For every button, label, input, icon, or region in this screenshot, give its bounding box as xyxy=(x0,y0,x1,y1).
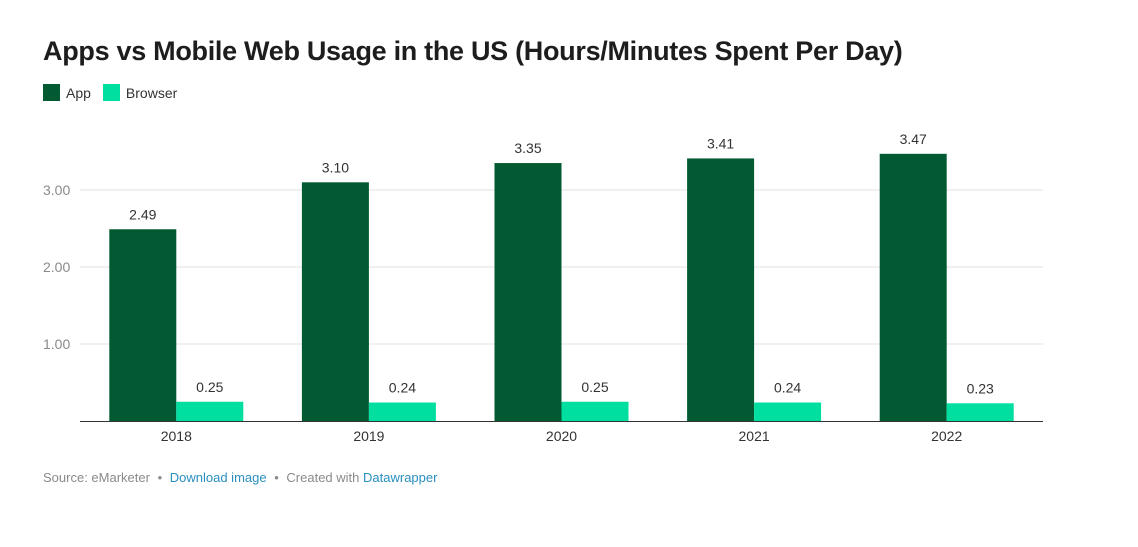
bar-browser xyxy=(561,401,629,421)
x-axis: 2018 2019 2020 2021 2022 xyxy=(80,421,1043,444)
data-label: 0.23 xyxy=(967,380,994,396)
legend-swatch-app xyxy=(43,84,60,101)
bar-browser xyxy=(368,402,436,421)
legend-label-browser: Browser xyxy=(125,84,178,101)
y-tick-label: 3.00 xyxy=(43,182,70,198)
download-image-link[interactable]: Download image xyxy=(169,470,267,485)
legend-swatch-browser xyxy=(102,84,120,101)
legend-item-app: App xyxy=(43,84,91,101)
bar-browser xyxy=(946,403,1014,421)
chart-title: Apps vs Mobile Web Usage in the US (Hour… xyxy=(43,36,903,66)
data-label: 0.25 xyxy=(196,379,223,395)
legend-item-browser: Browser xyxy=(102,84,178,101)
data-label: 0.24 xyxy=(389,380,416,396)
separator: • xyxy=(157,470,163,485)
data-label: 2.49 xyxy=(129,206,156,222)
datawrapper-link[interactable]: Datawrapper xyxy=(363,470,438,485)
x-tick-label: 2019 xyxy=(353,428,384,444)
bar-app xyxy=(301,182,369,421)
y-tick-label: 1.00 xyxy=(43,336,70,352)
bar-app xyxy=(494,163,562,422)
x-tick-label: 2018 xyxy=(161,428,192,444)
data-label: 3.10 xyxy=(322,159,349,175)
data-label: 3.35 xyxy=(514,140,541,156)
separator: • xyxy=(274,470,279,485)
bars xyxy=(109,153,1014,422)
x-tick-label: 2020 xyxy=(546,428,577,444)
y-tick-label: 2.00 xyxy=(43,259,70,275)
data-label: 0.24 xyxy=(774,380,801,396)
bar-browser xyxy=(176,401,244,421)
bar-browser xyxy=(754,402,822,421)
created-with-text: Created with xyxy=(286,470,360,485)
source-text: Source: eMarketer xyxy=(43,470,150,485)
data-labels: 2.49 0.25 3.10 0.24 3.35 0.25 3.41 0.24 3.47 0.23 xyxy=(129,131,994,396)
bar-app xyxy=(687,158,755,421)
chart-legend: App Browser xyxy=(43,84,189,101)
data-label: 0.25 xyxy=(581,379,608,395)
bar-app xyxy=(879,153,947,421)
chart-footer: Source: eMarketer • Download image • Cre… xyxy=(43,470,437,485)
x-tick-label: 2021 xyxy=(739,428,770,444)
bar-app xyxy=(109,229,177,421)
data-label: 3.41 xyxy=(707,135,734,151)
data-label: 3.47 xyxy=(900,131,927,147)
legend-label-app: App xyxy=(66,84,91,101)
x-tick-label: 2022 xyxy=(931,428,962,444)
